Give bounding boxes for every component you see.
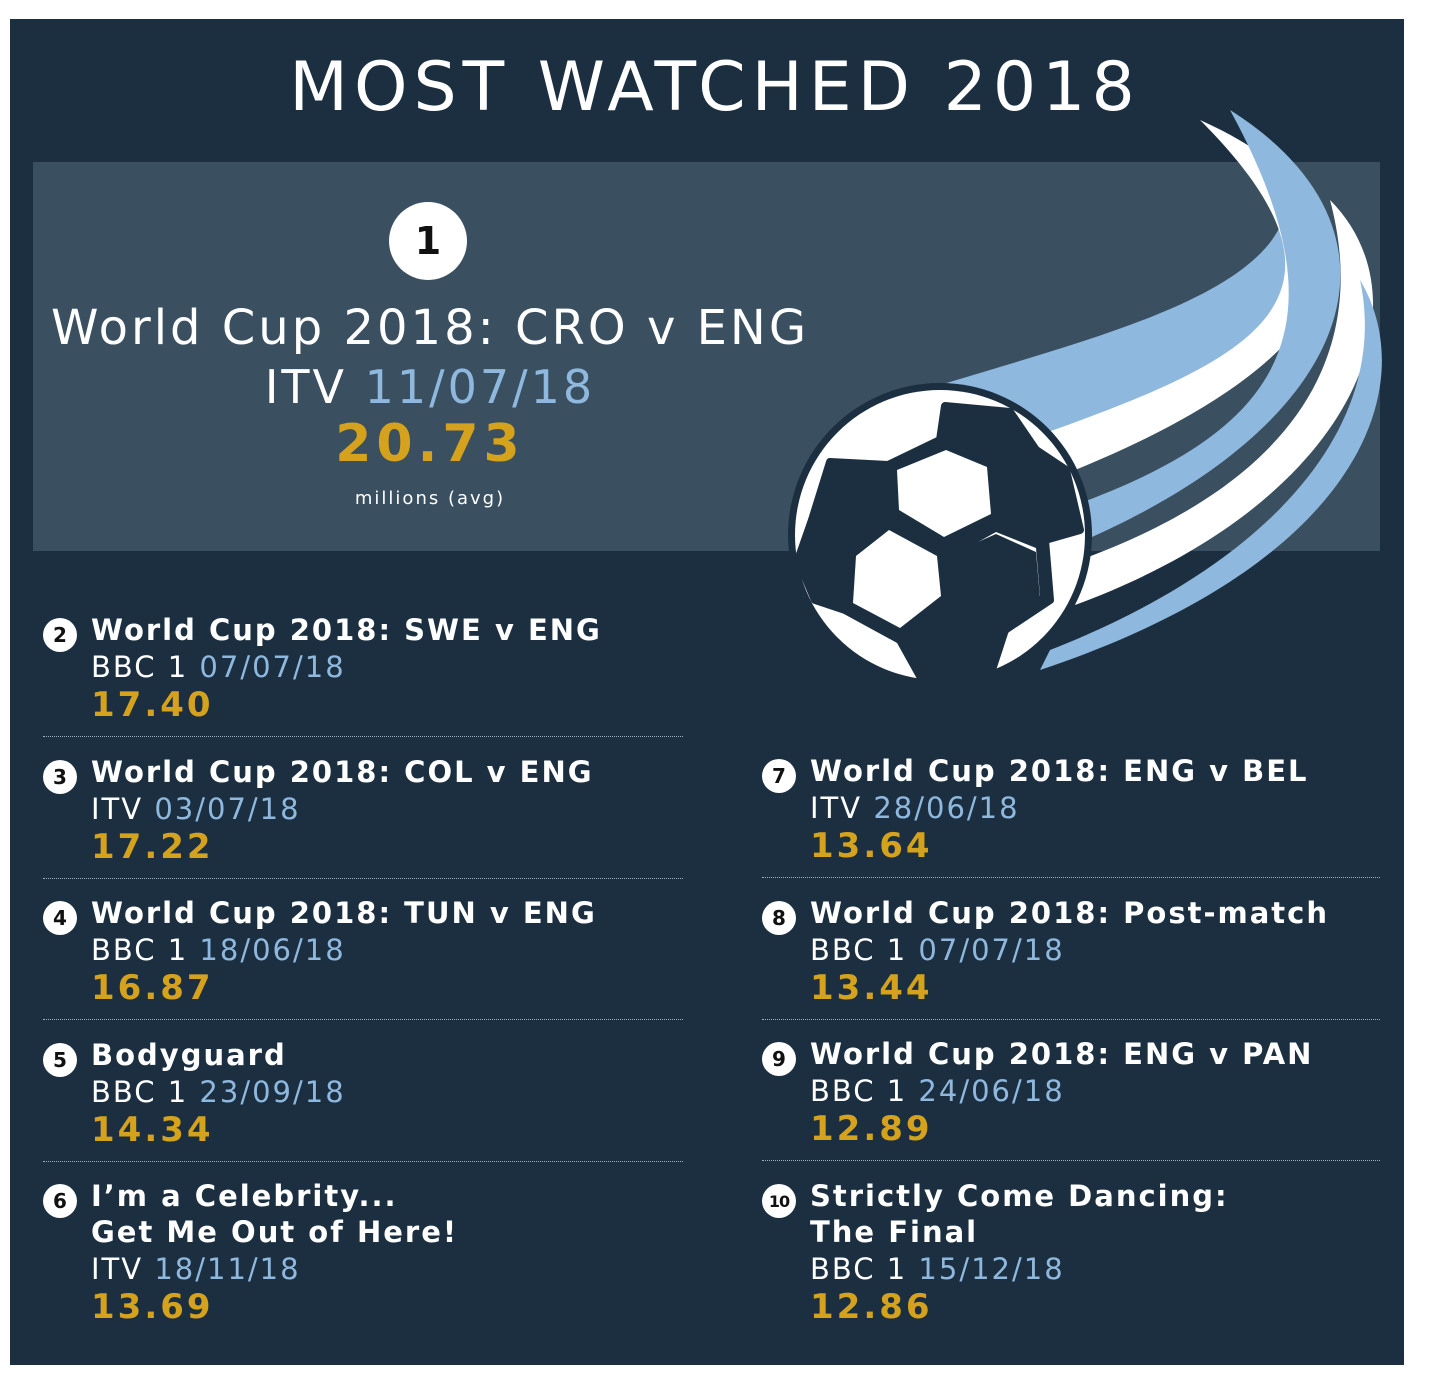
program-meta: ITV 18/11/18 [91, 1251, 301, 1287]
program-meta: BBC 1 07/07/18 [810, 932, 1065, 968]
program-meta: BBC 1 15/12/18 [810, 1251, 1065, 1287]
air-date: 03/07/18 [154, 792, 301, 826]
program-name: World Cup 2018: Post-match [810, 896, 1329, 930]
channel: ITV [810, 791, 863, 825]
channel: BBC 1 [91, 1075, 189, 1109]
channel: ITV [91, 792, 144, 826]
top-entry-channel: ITV [264, 360, 347, 414]
air-date: 28/06/18 [873, 791, 1020, 825]
program-name: World Cup 2018: ENG v PAN [810, 1037, 1314, 1071]
page-title: MOST WATCHED 2018 [289, 48, 1141, 127]
viewers-value: 13.69 [91, 1287, 214, 1327]
viewers-value: 17.40 [91, 685, 214, 725]
rank-badge-4: 4 [43, 901, 77, 935]
rank-badge-6: 6 [43, 1184, 77, 1218]
channel: BBC 1 [810, 1074, 908, 1108]
program-name: Strictly Come Dancing: [810, 1179, 1229, 1213]
channel: BBC 1 [810, 933, 908, 967]
divider [43, 1161, 683, 1162]
channel: BBC 1 [91, 933, 189, 967]
program-name: Bodyguard [91, 1038, 287, 1072]
rank-badge-5: 5 [43, 1043, 77, 1077]
divider [762, 877, 1380, 878]
divider [43, 736, 683, 737]
program-name: I’m a Celebrity... [91, 1179, 398, 1213]
channel: BBC 1 [810, 1252, 908, 1286]
viewers-value: 17.22 [91, 827, 214, 867]
rank-badge-3: 3 [43, 760, 77, 794]
divider [762, 1160, 1380, 1161]
program-name: World Cup 2018: SWE v ENG [91, 613, 602, 647]
air-date: 18/11/18 [154, 1252, 301, 1286]
viewers-value: 12.86 [810, 1287, 933, 1327]
program-name: World Cup 2018: TUN v ENG [91, 896, 597, 930]
viewers-value: 12.89 [810, 1109, 933, 1149]
air-date: 07/07/18 [918, 933, 1065, 967]
football-icon [788, 110, 1382, 687]
program-name: World Cup 2018: COL v ENG [91, 755, 594, 789]
air-date: 23/09/18 [199, 1075, 346, 1109]
channel: BBC 1 [91, 650, 189, 684]
rank-badge-1: 1 [389, 202, 467, 280]
channel: ITV [91, 1252, 144, 1286]
program-meta: ITV 03/07/18 [91, 791, 301, 827]
program-meta: BBC 1 18/06/18 [91, 932, 346, 968]
program-meta: BBC 1 24/06/18 [810, 1073, 1065, 1109]
divider [762, 1019, 1380, 1020]
top-entry-unit: millions (avg) [354, 488, 506, 509]
rank-badge-7: 7 [762, 759, 796, 793]
divider [43, 1019, 683, 1020]
rank-badge-10: 10 [762, 1184, 796, 1218]
air-date: 15/12/18 [918, 1252, 1065, 1286]
divider [43, 878, 683, 879]
rank-badge-8: 8 [762, 901, 796, 935]
top-entry-meta: ITV 11/07/18 [40, 360, 820, 414]
viewers-value: 13.44 [810, 968, 933, 1008]
program-name: World Cup 2018: ENG v BEL [810, 754, 1309, 788]
program-meta: BBC 1 07/07/18 [91, 649, 346, 685]
program-name-line2: The Final [810, 1215, 979, 1249]
program-meta: BBC 1 23/09/18 [91, 1074, 346, 1110]
air-date: 07/07/18 [199, 650, 346, 684]
viewers-value: 16.87 [91, 968, 214, 1008]
viewers-value: 13.64 [810, 826, 933, 866]
top-entry-date: 11/07/18 [364, 360, 596, 414]
viewers-value: 14.34 [91, 1110, 214, 1150]
top-entry-name: World Cup 2018: CRO v ENG [50, 300, 810, 356]
program-name-line2: Get Me Out of Here! [91, 1215, 459, 1249]
rank-badge-2: 2 [43, 618, 77, 652]
air-date: 18/06/18 [199, 933, 346, 967]
rank-badge-9: 9 [762, 1042, 796, 1076]
air-date: 24/06/18 [918, 1074, 1065, 1108]
top-entry-value: 20.73 [335, 414, 525, 474]
program-meta: ITV 28/06/18 [810, 790, 1020, 826]
